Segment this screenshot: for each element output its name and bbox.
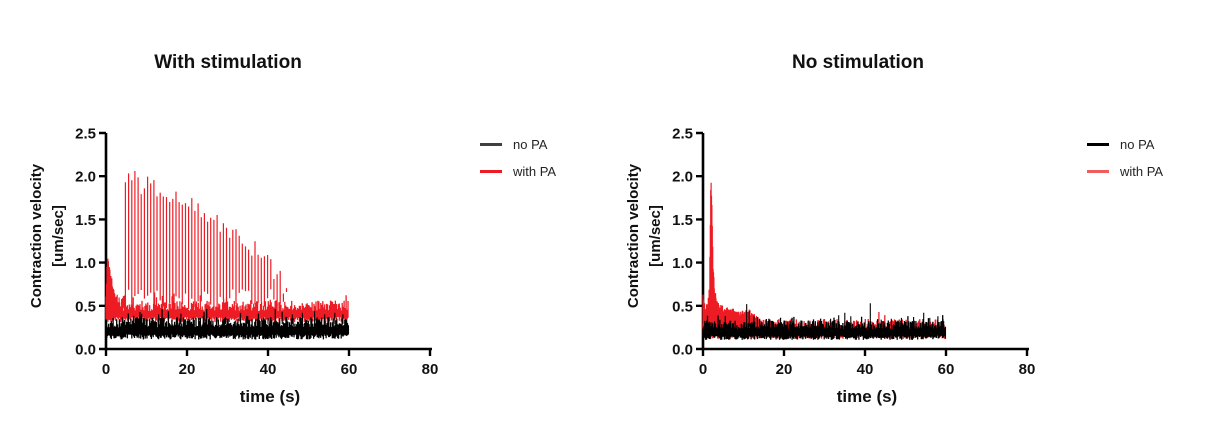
x-tick-label: 40 xyxy=(260,361,277,378)
x-tick-label: 80 xyxy=(422,361,439,378)
y-tick-label: 0.0 xyxy=(75,342,96,359)
legend-item-no-pa: no PA xyxy=(480,131,556,158)
x-axis-label: time (s) xyxy=(836,387,898,406)
x-axis-label: time (s) xyxy=(239,387,301,406)
plot-area-no-stimulation: 0 20 40 60 80 0.0 0.5 1.0 1.5 2.0 2.5 xyxy=(672,126,1036,379)
chart-title: With stimulation xyxy=(154,52,302,73)
y-tick-label: 1.0 xyxy=(75,255,96,272)
chart-no-stimulation: No stimulation Contraction velocity [um/… xyxy=(597,0,1215,436)
legend-line-no-pa-icon xyxy=(1087,143,1109,146)
legend-item-no-pa: no PA xyxy=(1087,131,1163,158)
plot-area-with-stimulation: 0 20 40 60 80 0.0 0.5 1.0 1.5 2.0 2.5 xyxy=(75,126,439,379)
legend: no PA with PA xyxy=(1087,131,1163,185)
legend-item-with-pa: with PA xyxy=(1087,158,1163,185)
series-no-pa xyxy=(121,311,344,324)
legend-label-with-pa: with PA xyxy=(1120,164,1164,179)
legend-label-no-pa: no PA xyxy=(513,137,548,152)
y-axis-label-line1: Contraction velocity xyxy=(28,163,45,309)
x-tick-label: 0 xyxy=(699,361,707,378)
y-tick-label: 2.5 xyxy=(75,126,96,143)
legend-line-no-pa-icon xyxy=(480,143,502,146)
x-tick-label: 20 xyxy=(179,361,196,378)
tick-marks xyxy=(696,131,1029,356)
y-tick-label: 1.5 xyxy=(672,212,693,229)
legend-label-no-pa: no PA xyxy=(1120,137,1155,152)
legend: no PA with PA xyxy=(480,131,556,185)
series-no-pa xyxy=(702,315,947,340)
x-tick-label: 80 xyxy=(1019,361,1036,378)
tick-marks xyxy=(99,131,432,356)
chart-with-stimulation: With stimulation Contraction velocity [u… xyxy=(28,52,556,406)
y-tick-label: 0.5 xyxy=(672,298,693,315)
legend-line-with-pa-icon xyxy=(1087,170,1109,173)
x-tick-label: 40 xyxy=(857,361,874,378)
legend-line-with-pa-icon xyxy=(480,170,502,173)
y-tick-label: 2.5 xyxy=(672,126,693,143)
x-tick-label: 20 xyxy=(776,361,793,378)
y-tick-label: 2.0 xyxy=(672,169,693,186)
y-tick-label: 1.0 xyxy=(672,255,693,272)
y-tick-label: 0.5 xyxy=(75,298,96,315)
x-tick-label: 0 xyxy=(102,361,110,378)
y-tick-label: 0.0 xyxy=(672,342,693,359)
chart-title: No stimulation xyxy=(792,52,924,73)
series-with-pa xyxy=(702,182,763,333)
series-with-pa xyxy=(124,171,288,310)
y-axis-label-line1: Contraction velocity xyxy=(625,163,642,309)
x-tick-label: 60 xyxy=(938,361,955,378)
legend-item-with-pa: with PA xyxy=(480,158,556,185)
legend-label-with-pa: with PA xyxy=(513,164,557,179)
y-tick-label: 2.0 xyxy=(75,169,96,186)
x-tick-label: 60 xyxy=(341,361,358,378)
series-with-pa xyxy=(105,258,126,317)
series-no-pa xyxy=(746,303,939,327)
y-tick-label: 1.5 xyxy=(75,212,96,229)
series-no-pa xyxy=(105,309,350,340)
